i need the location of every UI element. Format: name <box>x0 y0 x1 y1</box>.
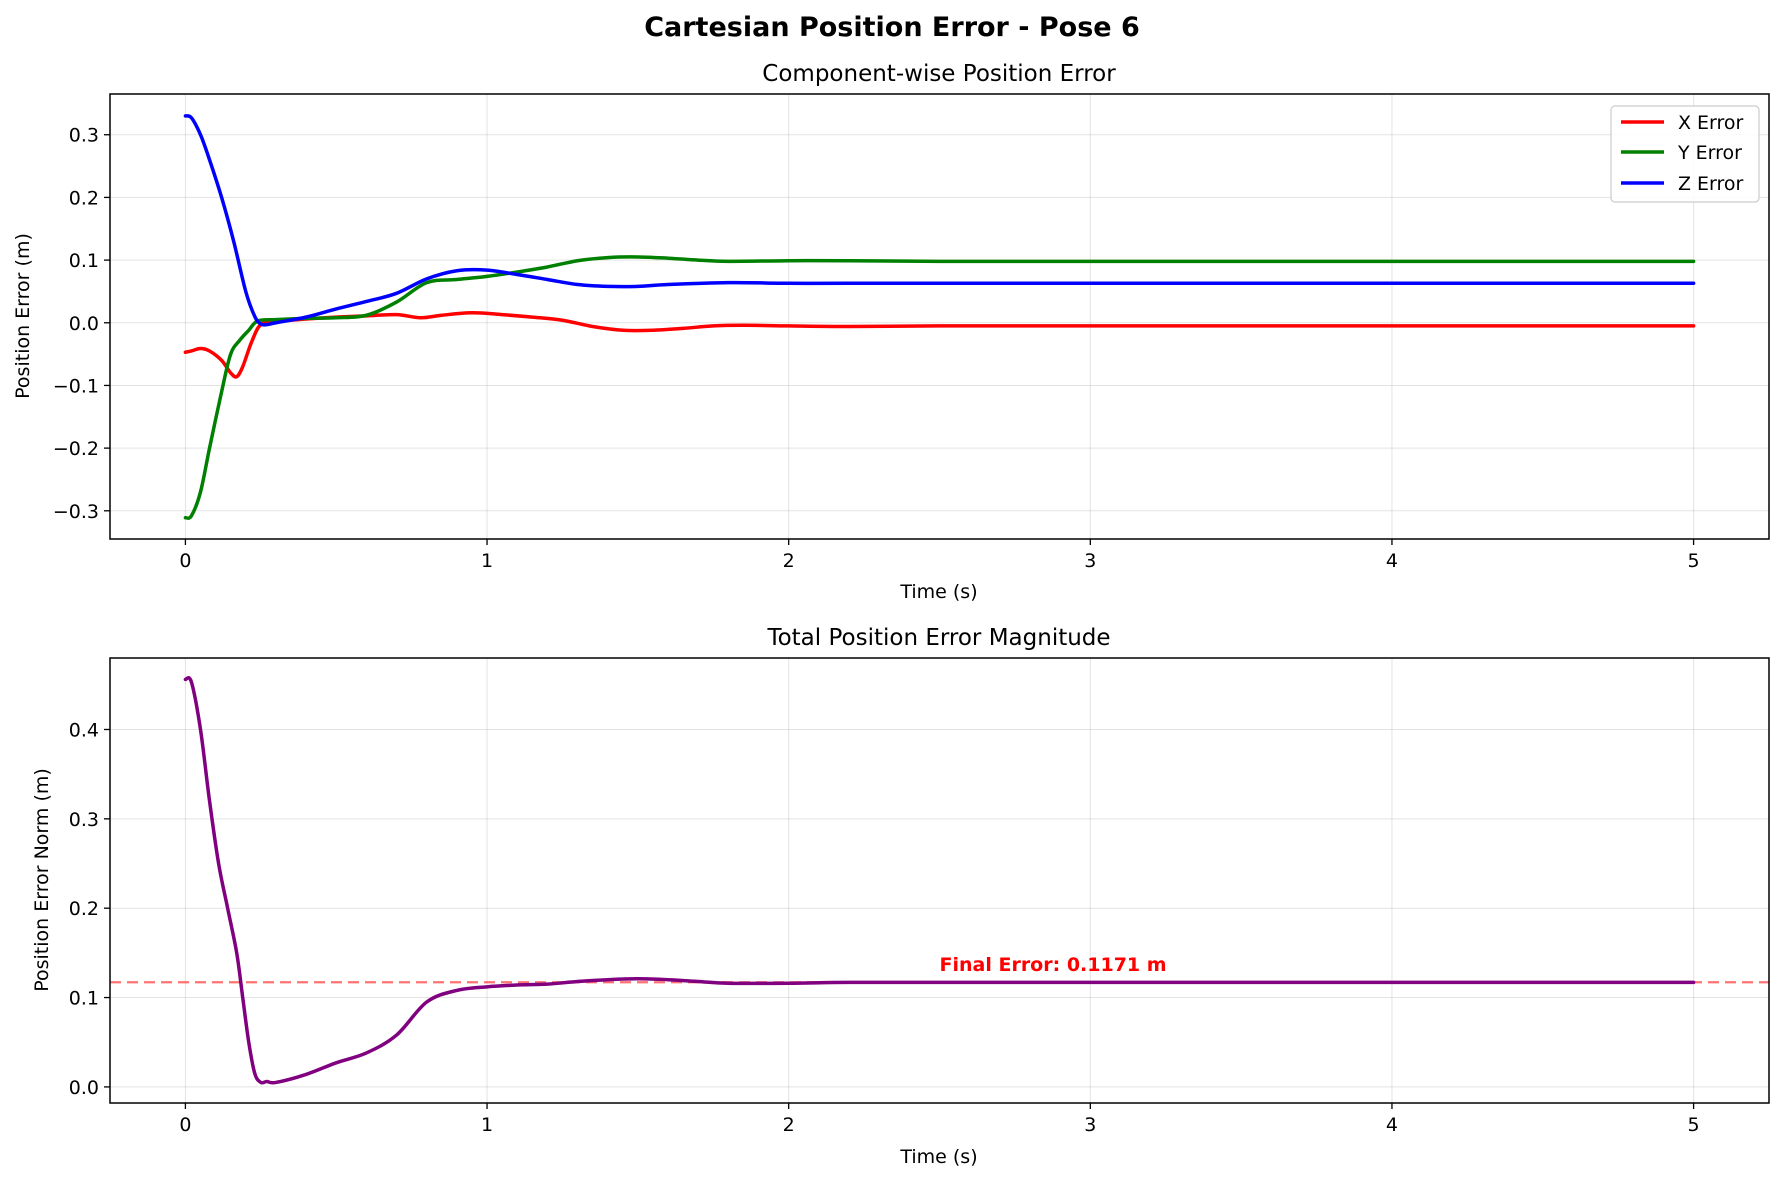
y-tick-label: 0.0 <box>69 1077 99 1099</box>
y-tick-label: 0.1 <box>69 250 99 272</box>
y-tick-label: 0.2 <box>69 898 99 920</box>
ticks: 0 1 2 3 4 5 0.0 0.1 0.2 0.3 0.4 <box>69 719 1700 1136</box>
legend-box <box>1610 105 1760 203</box>
series-layer <box>183 114 1696 520</box>
x-tick-label: 3 <box>1084 1114 1096 1136</box>
series-line-z-error <box>183 114 1696 327</box>
legend-label-z-error: Z Error <box>1678 173 1744 195</box>
figure-title: Cartesian Position Error - Pose 6 <box>644 12 1140 43</box>
y-tick-label: 0.2 <box>69 187 99 209</box>
x-tick-label: 5 <box>1688 1114 1700 1136</box>
x-axis-label: Time (s) <box>899 1146 977 1168</box>
y-tick-label: 0.1 <box>69 988 99 1010</box>
axes-frame <box>109 657 1770 1104</box>
axes-total-error: Total Position Error Magnitude 0 1 2 3 4 5 0.0… <box>31 625 1770 1168</box>
y-tick-label: 0.3 <box>69 125 99 147</box>
x-axis-label: Time (s) <box>899 581 977 603</box>
y-tick-label: 0.3 <box>69 809 99 831</box>
axes-component-error: Component-wise Position Error 0 1 2 3 4 5 −0.3… <box>12 61 1770 603</box>
y-axis-label: Position Error Norm (m) <box>31 768 53 992</box>
x-tick-label: 2 <box>783 550 795 572</box>
x-tick-label: 5 <box>1688 550 1700 572</box>
x-tick-label: 0 <box>179 1114 191 1136</box>
axes-frame <box>109 93 1770 540</box>
y-tick-label: −0.1 <box>53 375 99 397</box>
y-tick-label: −0.2 <box>53 438 99 460</box>
x-tick-label: 2 <box>783 1114 795 1136</box>
y-tick-label: 0.4 <box>69 719 99 741</box>
final-error-annotation: Final Error: 0.1171 m <box>940 954 1167 976</box>
y-tick-label: −0.3 <box>53 501 99 523</box>
series-line-error-norm <box>183 675 1696 1085</box>
x-tick-label: 1 <box>481 550 493 572</box>
series-layer <box>183 675 1696 1085</box>
legend-label-y-error: Y Error <box>1677 142 1742 164</box>
legend: X Error Y Error Z Error <box>1610 105 1760 203</box>
x-tick-label: 1 <box>481 1114 493 1136</box>
axes-title: Total Position Error Magnitude <box>766 625 1110 651</box>
x-tick-label: 4 <box>1386 1114 1398 1136</box>
ticks: 0 1 2 3 4 5 −0.3 −0.2 −0.1 0.0 0.1 0.2 0.3 <box>53 125 1700 572</box>
axes-title: Component-wise Position Error <box>762 61 1116 87</box>
y-axis-label: Position Error (m) <box>12 233 34 399</box>
legend-label-x-error: X Error <box>1678 112 1744 134</box>
series-line-y-error <box>183 255 1696 520</box>
series-line-x-error <box>183 310 1696 379</box>
y-tick-label: 0.0 <box>69 313 99 335</box>
x-tick-label: 3 <box>1084 550 1096 572</box>
x-tick-label: 4 <box>1386 550 1398 572</box>
grid <box>110 658 1769 1103</box>
x-tick-label: 0 <box>179 550 191 572</box>
